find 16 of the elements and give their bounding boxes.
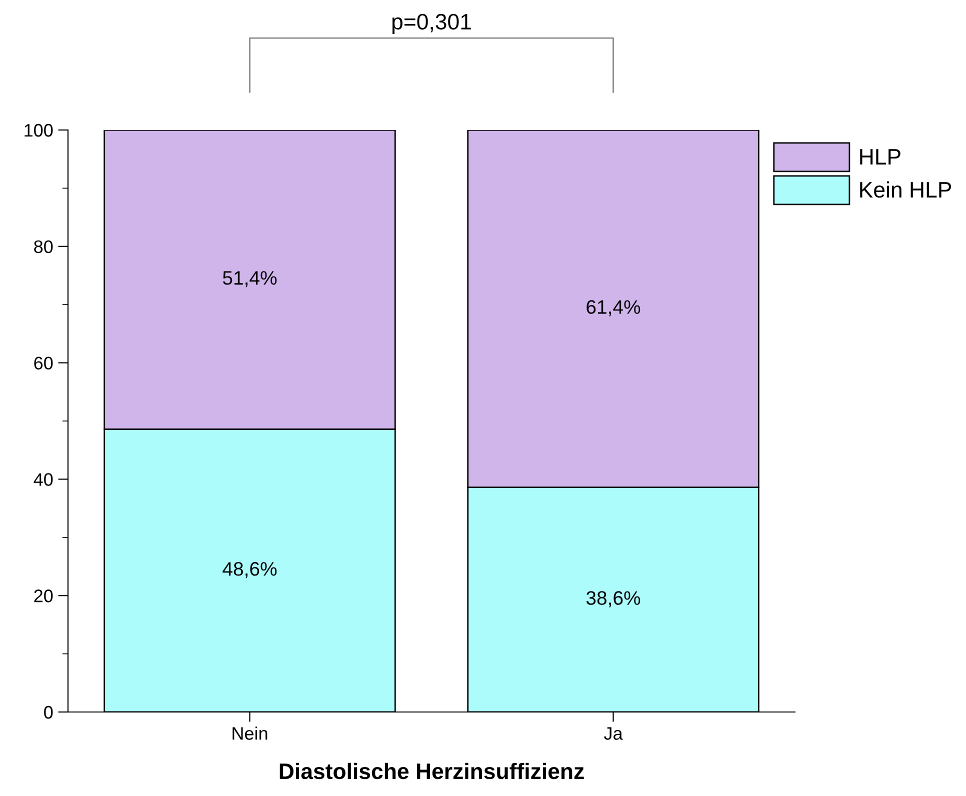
y-tick-label: 0 bbox=[44, 706, 53, 719]
data-label: 61,4% bbox=[586, 300, 640, 316]
y-tick-label: 20 bbox=[34, 590, 53, 602]
y-tick-label: 60 bbox=[34, 356, 53, 370]
data-label: 51,4% bbox=[222, 271, 277, 288]
x-tick-label: Nein bbox=[232, 726, 268, 740]
y-tick-label: 80 bbox=[34, 240, 53, 254]
x-tick-label: Ja bbox=[604, 727, 623, 740]
legend-label: HLP bbox=[860, 149, 900, 164]
text: p=0,301 bbox=[392, 14, 471, 34]
data-label: 48,6% bbox=[222, 562, 277, 578]
legend-label: Kein HLP bbox=[860, 181, 952, 198]
data-label: 38,6% bbox=[586, 591, 640, 608]
y-tick-label: 40 bbox=[34, 473, 53, 486]
x-axis-title: Diastolische Herzinsuffizienz bbox=[280, 762, 584, 780]
y-tick-label: 100 bbox=[24, 124, 53, 137]
